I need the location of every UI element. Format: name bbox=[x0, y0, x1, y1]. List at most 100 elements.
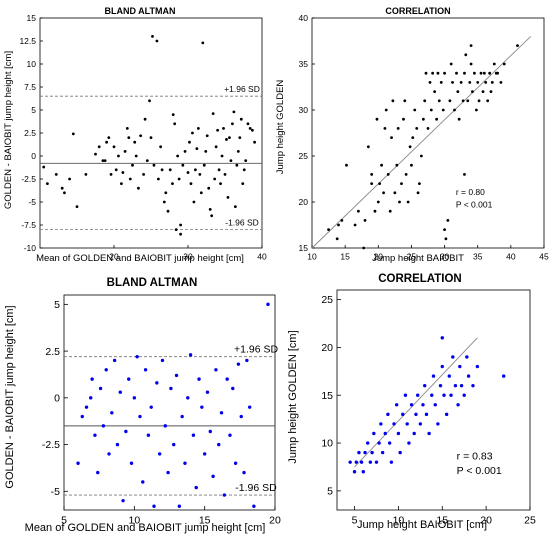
data-point bbox=[377, 441, 381, 445]
data-point bbox=[388, 209, 392, 213]
data-point bbox=[229, 159, 233, 163]
data-point bbox=[489, 90, 493, 93]
data-point bbox=[118, 390, 122, 394]
data-point bbox=[200, 405, 204, 409]
data-point bbox=[453, 383, 458, 388]
y-tick-label: 2.5 bbox=[45, 346, 60, 358]
data-point bbox=[398, 200, 401, 204]
y-tick-label: 40 bbox=[299, 13, 309, 23]
data-point bbox=[196, 126, 200, 130]
data-point bbox=[496, 71, 499, 75]
data-point bbox=[447, 374, 451, 378]
lower-limit-label: -1.96 SD bbox=[225, 218, 259, 228]
data-point bbox=[189, 182, 193, 186]
data-point bbox=[459, 383, 464, 388]
data-point bbox=[253, 140, 256, 144]
data-point bbox=[421, 117, 425, 121]
data-point bbox=[433, 403, 437, 407]
data-point bbox=[155, 39, 159, 43]
data-point bbox=[125, 126, 129, 130]
data-point bbox=[242, 470, 246, 475]
data-point bbox=[436, 422, 440, 426]
data-point bbox=[171, 182, 174, 186]
data-point bbox=[129, 461, 134, 465]
data-point bbox=[448, 99, 452, 103]
data-point bbox=[373, 209, 377, 213]
data-point bbox=[449, 393, 453, 397]
data-point bbox=[109, 173, 113, 176]
data-point bbox=[188, 140, 191, 144]
data-point bbox=[166, 470, 170, 475]
data-point bbox=[112, 145, 116, 149]
data-point bbox=[266, 302, 270, 307]
p-value: P < 0.001 bbox=[456, 200, 493, 210]
data-point bbox=[208, 429, 212, 434]
data-point bbox=[468, 81, 472, 84]
data-point bbox=[392, 422, 396, 426]
data-point bbox=[186, 171, 190, 174]
data-point bbox=[112, 358, 117, 363]
data-point bbox=[436, 71, 440, 75]
data-point bbox=[421, 403, 425, 407]
y-axis-label: Jump height GOLDEN bbox=[275, 80, 286, 175]
y-axis-label: GOLDEN - BAIOBIT jump height [cm] bbox=[4, 305, 16, 488]
data-point bbox=[409, 403, 414, 407]
data-point bbox=[389, 460, 394, 464]
data-point bbox=[492, 62, 496, 66]
data-point bbox=[456, 403, 460, 407]
data-point bbox=[176, 154, 180, 158]
data-point bbox=[417, 182, 421, 186]
data-point bbox=[416, 191, 420, 195]
data-point bbox=[168, 168, 172, 172]
data-point bbox=[477, 99, 481, 103]
data-point bbox=[372, 431, 376, 436]
data-point bbox=[469, 44, 473, 47]
data-point bbox=[103, 159, 107, 163]
data-point bbox=[375, 117, 379, 121]
data-point bbox=[98, 386, 103, 391]
data-point bbox=[337, 223, 340, 227]
data-point bbox=[141, 480, 145, 484]
data-point bbox=[213, 177, 217, 181]
data-point bbox=[382, 191, 385, 195]
data-point bbox=[236, 362, 241, 366]
data-point bbox=[419, 154, 423, 158]
data-point bbox=[466, 374, 471, 378]
data-point bbox=[96, 470, 100, 475]
data-point bbox=[60, 186, 64, 190]
axes-frame bbox=[311, 17, 545, 249]
data-point bbox=[197, 377, 201, 381]
data-point bbox=[449, 62, 453, 66]
y-tick-label: 25 bbox=[299, 151, 309, 161]
data-point bbox=[242, 168, 246, 172]
panel-bland-altman-top: BLAND ALTMAN 20 30 40 -10 -7.5 -5 -2.5 0 2.5 5 7.5… bbox=[3, 6, 267, 264]
data-point bbox=[359, 460, 364, 464]
data-point bbox=[453, 108, 456, 112]
data-point bbox=[75, 205, 79, 209]
data-point bbox=[466, 99, 470, 103]
y-tick-label: 15 bbox=[299, 243, 309, 253]
data-point bbox=[217, 168, 221, 172]
data-point bbox=[451, 355, 455, 359]
data-point bbox=[173, 122, 177, 126]
data-point bbox=[393, 191, 397, 195]
data-point bbox=[207, 186, 211, 190]
data-point bbox=[124, 429, 128, 434]
data-point bbox=[146, 433, 151, 437]
data-point bbox=[499, 81, 503, 84]
data-point bbox=[423, 99, 427, 103]
data-point bbox=[437, 99, 441, 103]
panel-correlation-top: CORRELATION 10 15 20 25 30 35 40 45152025303540… bbox=[275, 6, 549, 264]
data-point bbox=[134, 154, 138, 158]
data-point bbox=[458, 364, 462, 369]
data-point bbox=[368, 460, 373, 464]
x-tick-label: 5 bbox=[61, 515, 67, 527]
data-point bbox=[469, 62, 473, 66]
data-point bbox=[471, 90, 474, 93]
data-point bbox=[463, 173, 466, 176]
x-tick-label: 10 bbox=[307, 252, 317, 262]
data-point bbox=[352, 470, 357, 474]
chart-title: CORRELATION bbox=[385, 6, 450, 16]
data-point bbox=[223, 173, 227, 176]
